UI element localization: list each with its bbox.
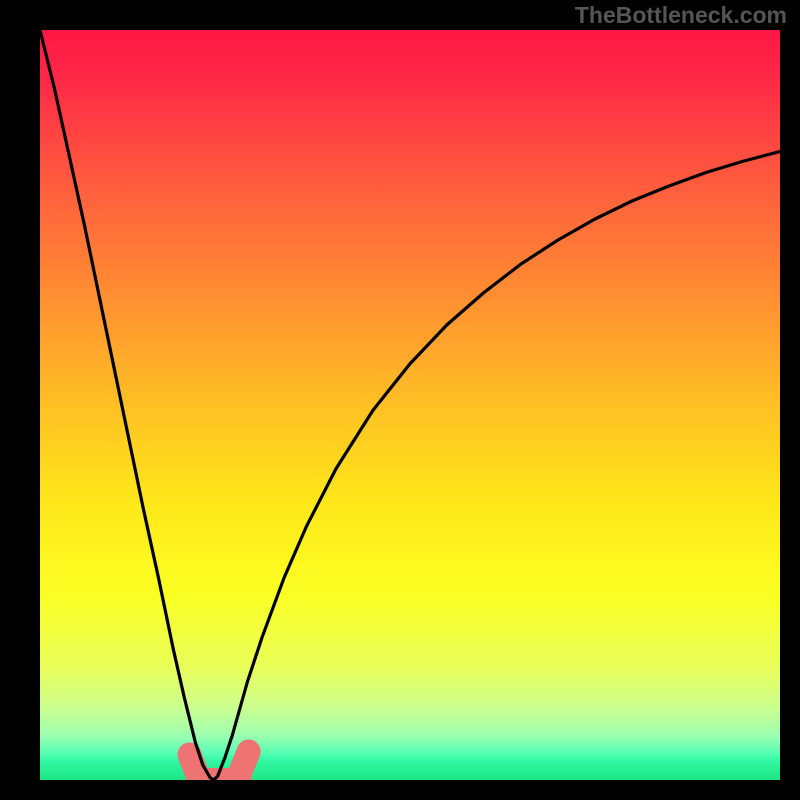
watermark-text: TheBottleneck.com [575, 2, 787, 29]
curve-right-branch [214, 152, 780, 781]
curve-layer [40, 30, 780, 780]
curve-left-branch [40, 30, 214, 780]
chart-stage: TheBottleneck.com [0, 0, 800, 800]
chart-plot-area [40, 30, 780, 780]
